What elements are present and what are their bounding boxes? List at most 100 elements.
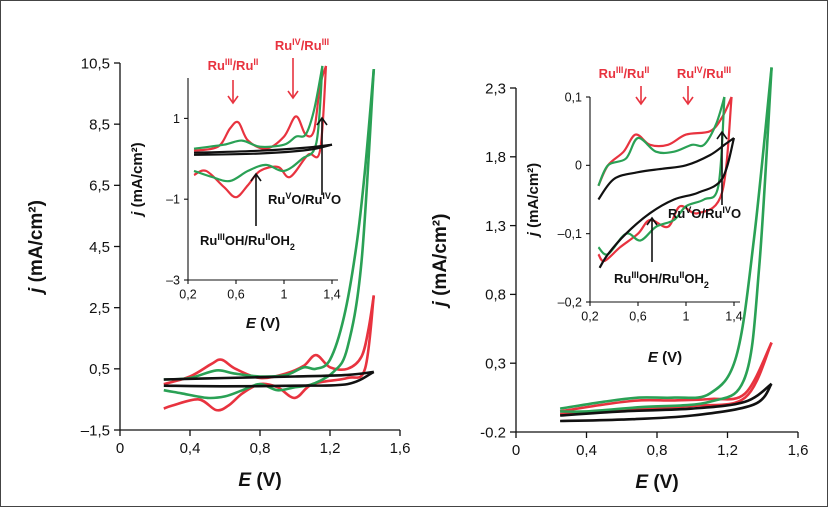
cv-anodic-sweep [163, 370, 374, 381]
y-tick-label: 1,3 [485, 218, 506, 235]
arrow-ruIII-ruII [227, 80, 239, 105]
y-tick-label: 8,5 [89, 116, 110, 133]
right-inset-curves [597, 96, 736, 269]
arrow-ruIV-ruIII [287, 58, 299, 100]
x-tick-label: 1,6 [390, 440, 411, 457]
left-inset-bg [188, 78, 333, 278]
cv-cathodic-sweep [560, 67, 773, 413]
y-tick-label: –0,2 [558, 295, 582, 309]
y-tick-label: 6,5 [89, 178, 110, 195]
y-tick-label: 1 [173, 112, 180, 126]
y-tick-label: 0,5 [89, 361, 110, 378]
cv-anodic-sweep [193, 65, 324, 150]
left-inset-axes: –3 –1 1 0,2 0,6 1 1,4 E (V) j (mA/cm²) [129, 78, 341, 332]
cv-anodic-sweep [597, 96, 726, 187]
y-tick-label: 2,3 [485, 80, 506, 97]
x-tick-label: 1,6 [788, 442, 809, 459]
y-tick-label: –0,1 [558, 227, 582, 241]
right-main-series-1 [559, 67, 773, 413]
annotation-ruIV-ruIII: RuIV/RuIII [275, 37, 329, 53]
y-tick-label: 1,8 [485, 149, 506, 166]
right-inset-axes: –0,2 –0,1 0 0,1 0,2 0,6 1 1,4 E (V) j (mA/cm²) [525, 90, 743, 366]
inset-series-2 [597, 137, 736, 269]
y-axis-label: j (mA/cm²) [26, 200, 47, 296]
cv-anodic-sweep [163, 295, 376, 386]
arrow-head [635, 96, 647, 106]
arrow-head [682, 96, 694, 106]
arrow-ruIIIOH [646, 216, 658, 262]
y-tick-label: 2,5 [89, 300, 110, 317]
y-axis-label: j (mA/cm²) [525, 163, 542, 238]
arrow-ruVO [316, 116, 328, 195]
arrow-ruIV-ruIII [682, 86, 694, 106]
left-main-axes: –1,5 0,5 2,5 4,5 6,5 8,5 10,5 0 0,4 0,8 1,2 1,6 E (V… [26, 55, 410, 491]
annotation-ruIIIOH-ruIIOH2: RuIIIOH/RuIIOH2 [614, 270, 709, 290]
x-tick-label: 0,4 [576, 442, 597, 459]
left-main-series-1 [163, 68, 376, 400]
x-tick-label: 0,6 [629, 310, 646, 324]
arrow-head [250, 172, 262, 182]
arrow-ruIIIOH [250, 172, 262, 226]
annotation-ruVO-ruIVO: RuVO/RuIVO [668, 205, 741, 221]
arrow-ruVO [716, 130, 728, 205]
cv-cathodic-sweep [163, 370, 375, 388]
y-tick-label: -0.2 [480, 424, 506, 441]
cv-anodic-sweep [597, 96, 733, 187]
cv-anodic-sweep [559, 341, 773, 413]
y-tick-label: 0 [575, 159, 582, 173]
arrow-head [716, 130, 728, 140]
arrow-head [316, 116, 328, 126]
x-tick-label: 1,4 [323, 288, 340, 302]
x-axis-label: E (V) [648, 349, 682, 366]
x-tick-label: 0 [512, 442, 520, 459]
x-tick-label: 0,2 [179, 288, 196, 302]
arrow-head [287, 90, 299, 100]
x-tick-label: 0,6 [227, 288, 244, 302]
cv-cathodic-sweep [163, 69, 376, 400]
cv-anodic-sweep [193, 65, 328, 152]
cv-anodic-sweep [560, 382, 773, 417]
arrow-ruIII-ruII [635, 86, 647, 106]
annotation-ruIIIOH-ruIIOH2: RuIIIOH/RuIIOH2 [200, 232, 295, 252]
y-tick-label: 0,8 [485, 287, 506, 304]
annotation-ruIV-ruIII: RuIV/RuIII [677, 65, 731, 81]
x-tick-label: 1,2 [320, 440, 341, 457]
x-tick-label: 1,2 [717, 442, 738, 459]
y-tick-label: 10,5 [81, 55, 110, 72]
y-tick-label: 4,5 [89, 239, 110, 256]
cv-cathodic-sweep [193, 65, 328, 199]
left-main-series-0 [163, 295, 376, 412]
left-main-series-2 [163, 370, 375, 388]
y-tick-label: 0,3 [485, 355, 506, 372]
cv-anodic-sweep [559, 67, 773, 410]
y-axis-label: j (mA/cm²) [430, 214, 451, 310]
x-tick-label: 0,2 [581, 310, 598, 324]
x-axis-label: E (V) [238, 470, 281, 491]
arrow-head [227, 95, 239, 105]
y-tick-label: –1 [166, 193, 180, 207]
annotation-ruIII-ruII: RuIII/RuII [208, 57, 259, 73]
y-axis-label: j (mA/cm²) [129, 142, 146, 217]
right-main-series-2 [560, 382, 773, 423]
cv-cathodic-sweep [163, 295, 376, 412]
annotation-ruIII-ruII: RuIII/RuII [599, 65, 650, 81]
x-tick-label: 0,8 [647, 442, 668, 459]
x-tick-label: 0 [116, 440, 124, 457]
y-tick-label: –1,5 [81, 422, 110, 439]
x-tick-label: 1 [281, 288, 288, 302]
y-tick-label: 0,1 [565, 90, 582, 104]
x-axis-label: E (V) [246, 315, 280, 332]
cv-cathodic-sweep [598, 137, 736, 269]
x-tick-label: 1,4 [725, 310, 742, 324]
cv-anodic-sweep [597, 137, 735, 201]
right-main-axes: -0.2 0,3 0,8 1,3 1,8 2,3 0 0,4 0,8 1,2 1,6 E (V) j (… [430, 80, 808, 493]
y-tick-label: –3 [166, 273, 180, 287]
x-axis-label: E (V) [635, 472, 678, 493]
annotation-ruVO-ruIVO: RuVO/RuIVO [268, 191, 341, 207]
x-tick-label: 0,4 [180, 440, 201, 457]
arrow-head [646, 216, 658, 226]
inset-series-0 [193, 65, 328, 199]
x-tick-label: 1 [683, 310, 690, 324]
x-tick-label: 0,8 [250, 440, 271, 457]
